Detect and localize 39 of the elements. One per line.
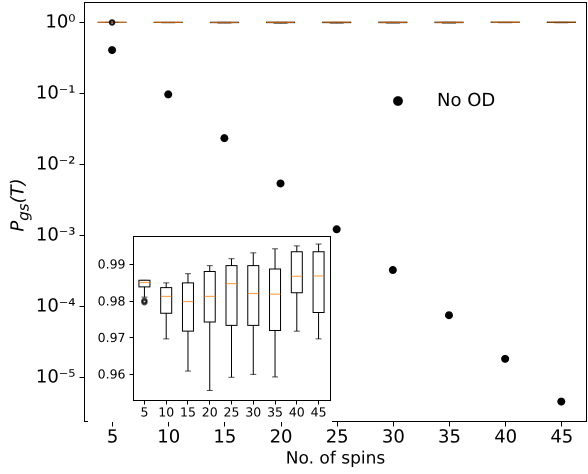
x-tick-label: 20 — [270, 426, 292, 448]
x-tick-label: 45 — [310, 404, 327, 420]
x-tick-label: 5 — [140, 404, 148, 420]
x-tick-label: 10 — [158, 404, 174, 420]
x-tick-label: 40 — [288, 404, 305, 420]
point — [164, 90, 172, 98]
y-tick-label: 10⁻¹ — [36, 82, 76, 104]
y-tick-label: 10⁻⁵ — [36, 366, 76, 388]
x-tick-label: 35 — [267, 404, 283, 420]
point — [444, 311, 453, 320]
legend-label: No OD — [437, 90, 496, 111]
point — [220, 134, 228, 142]
point — [332, 225, 341, 234]
x-tick-label: 5 — [106, 426, 118, 448]
y-tick-label: 0.98 — [98, 293, 126, 308]
y-tick-label: 10⁻² — [36, 153, 76, 174]
x-tick-label: 20 — [202, 404, 218, 420]
x-tick-label: 15 — [180, 404, 196, 420]
y-tick-label: 10⁰ — [45, 11, 76, 32]
x-axis-title: No. of spins — [286, 448, 386, 468]
x-tick-label: 30 — [382, 426, 405, 448]
y-tick-label: 0.99 — [98, 256, 126, 272]
point — [108, 46, 116, 54]
x-tick-label: 10 — [157, 426, 180, 448]
x-tick-label: 25 — [326, 426, 349, 448]
x-tick-label: 35 — [438, 426, 461, 448]
x-tick-label: 15 — [213, 426, 236, 448]
y-tick-label: 0.97 — [98, 330, 126, 345]
x-tick-label: 40 — [494, 426, 518, 448]
point — [557, 398, 566, 406]
x-tick-label: 30 — [245, 404, 262, 420]
y-tick-label: 0.96 — [98, 366, 126, 382]
y-tick-label: 10⁻³ — [36, 224, 76, 246]
point — [388, 266, 397, 274]
x-tick-label: 45 — [550, 426, 574, 448]
point — [501, 354, 510, 363]
point — [276, 179, 285, 188]
y-tick-label: 10⁻⁴ — [36, 295, 76, 316]
x-tick-label: 25 — [224, 404, 240, 420]
